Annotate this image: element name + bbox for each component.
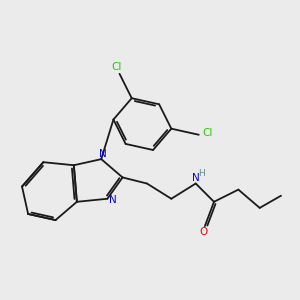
Text: H: H bbox=[198, 169, 205, 178]
Text: O: O bbox=[199, 227, 207, 237]
Text: Cl: Cl bbox=[202, 128, 212, 138]
Text: N: N bbox=[99, 149, 106, 159]
Text: N: N bbox=[192, 173, 200, 183]
Text: Cl: Cl bbox=[111, 62, 122, 72]
Text: N: N bbox=[109, 195, 117, 205]
